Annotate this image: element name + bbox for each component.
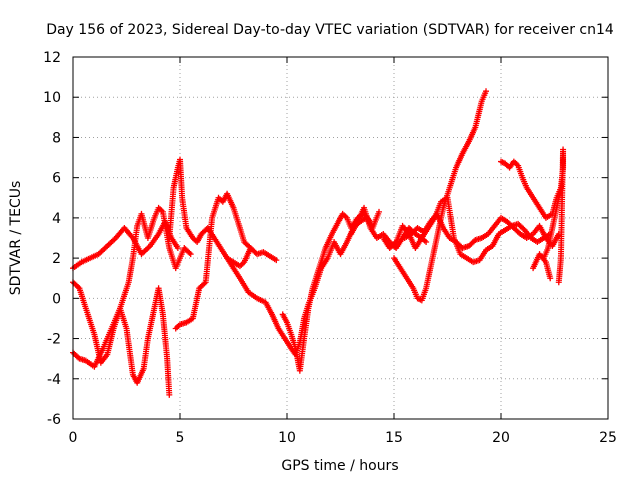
y-tick-label: 4	[52, 211, 61, 227]
data-point	[547, 275, 554, 282]
data-point-fill	[186, 249, 193, 256]
y-axis-label: SDTVAR / TECUs	[8, 181, 24, 296]
data-point	[166, 391, 173, 398]
data-point-fill	[75, 284, 82, 291]
axis-ticks: 0 5 10 15 20 25 -6 -4 -2 0 2 4 6 8 10 12	[43, 50, 617, 446]
y-tick-label: 10	[43, 90, 61, 106]
x-tick-label: 0	[69, 430, 78, 446]
data-point	[376, 208, 383, 215]
y-tick-label: 8	[52, 130, 61, 146]
data-point	[174, 245, 181, 252]
x-tick-label: 5	[176, 430, 185, 446]
y-tick-label: 2	[52, 251, 61, 267]
y-tick-label: -2	[47, 332, 61, 348]
data-point-fill	[201, 280, 208, 287]
y-tick-label: 12	[43, 50, 61, 66]
data-points	[70, 88, 567, 398]
data-point	[187, 251, 194, 258]
data-point	[247, 245, 254, 252]
data-point-fill	[246, 243, 253, 250]
data-point	[555, 279, 562, 286]
x-axis-label: GPS time / hours	[281, 458, 398, 474]
grid	[73, 57, 608, 419]
plot-frame	[72, 56, 609, 420]
x-tick-label: 25	[599, 430, 617, 446]
x-tick-label: 15	[385, 430, 403, 446]
y-tick-label: 0	[52, 291, 61, 307]
x-tick-label: 20	[492, 430, 510, 446]
data-point	[483, 88, 490, 95]
y-tick-label: -4	[47, 372, 61, 388]
y-tick-label: 6	[52, 171, 61, 187]
data-point	[423, 239, 430, 246]
data-point	[273, 257, 280, 264]
x-tick-label: 10	[278, 430, 296, 446]
y-tick-label: -6	[47, 412, 61, 428]
chart-title: Day 156 of 2023, Sidereal Day-to-day VTE…	[46, 22, 614, 38]
data-point-fill	[391, 240, 398, 247]
